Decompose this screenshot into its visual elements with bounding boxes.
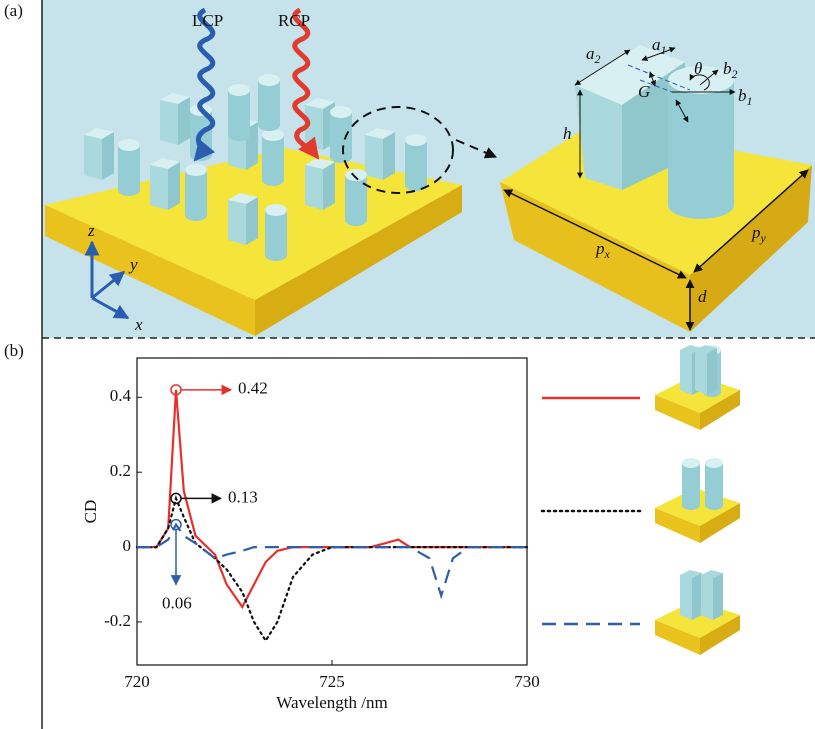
cylinder [262,135,284,186]
annotation-label: 0.42 [238,379,268,398]
panel-label: (a) [4,1,23,20]
chart: 720 725 730 -0.2 0 0.2 0.4 Wavelength /nm CD 0.42… [81,345,740,712]
cylinder-top [345,169,367,181]
cylinder [118,145,140,196]
beam-label: RCP [278,11,310,30]
beam-label: LCP [192,11,223,30]
cylinder [258,80,280,131]
y-tick-label: -0.2 [104,611,131,630]
block-face [228,200,246,245]
cylinder [185,170,207,221]
x-tick-label: 720 [124,672,150,691]
series-line [137,498,527,640]
dim-symbol: b [723,59,732,78]
block-face [150,165,168,210]
panel-label: (b) [4,341,24,360]
dim-symbol: p [595,239,605,258]
block-face [168,162,180,210]
block-face [178,97,190,145]
cylinder-top [258,74,280,86]
axis-label: y [128,255,138,274]
icon-cylinder-top [682,458,700,468]
dim-subscript: 2 [595,52,601,66]
cylinder-top [262,129,284,141]
block-face [246,197,258,245]
block-face [84,135,102,180]
x-tick-label: 725 [319,672,345,691]
annotation-label: 0.06 [162,594,192,613]
y-axis-label: CD [81,500,100,524]
cylinder-top [265,204,287,216]
dim-symbol: p [751,223,761,242]
dim-subscript: x [604,247,611,261]
dim-label: G [638,82,650,101]
dim-subscript: 1 [747,94,753,108]
dim-label: h [563,124,572,143]
y-tick-label: 0.2 [110,461,131,480]
cylinder-top [118,139,140,151]
x-axis-label: Wavelength /nm [276,693,387,712]
dim-label: θ [694,59,702,78]
icon-block [692,573,702,620]
icon-cylinder-top [705,458,723,468]
cylinder [228,90,250,141]
cylinder [330,112,352,163]
icon-block [713,573,723,620]
y-tick-label: 0 [123,536,132,555]
cylinder [265,210,287,261]
dim-symbol: a [586,44,595,63]
axis-label: z [87,221,95,240]
cylinder [405,140,427,191]
block-face [383,132,395,180]
annotation-label: 0.13 [228,487,258,506]
cylinder-top [405,134,427,146]
dim-subscript: 1 [661,43,667,57]
block-face [160,100,178,145]
axis-label: x [134,315,143,334]
block-face [305,165,323,210]
icon-block [707,348,717,395]
y-tick-label: 0.4 [110,386,132,405]
x-tick-label: 730 [514,672,540,691]
dim-label: d [698,287,707,306]
dim-symbol: b [738,86,747,105]
cylinder [668,80,734,219]
cylinder-top [330,106,352,118]
block-face [102,132,114,180]
dim-subscript: y [760,231,767,245]
plot-frame [137,358,527,665]
block-face [323,162,335,210]
block-face [365,135,383,180]
dim-symbol: a [652,35,661,54]
icon-cylinder [682,463,700,510]
dim-subscript: 2 [732,67,738,81]
icon-cylinder [705,463,723,510]
figure: (a) (b) LCP RCP z y x θ G h d a2a1b2b1px… [0,0,815,729]
cylinder-top [185,164,207,176]
cylinder-top [228,84,250,96]
